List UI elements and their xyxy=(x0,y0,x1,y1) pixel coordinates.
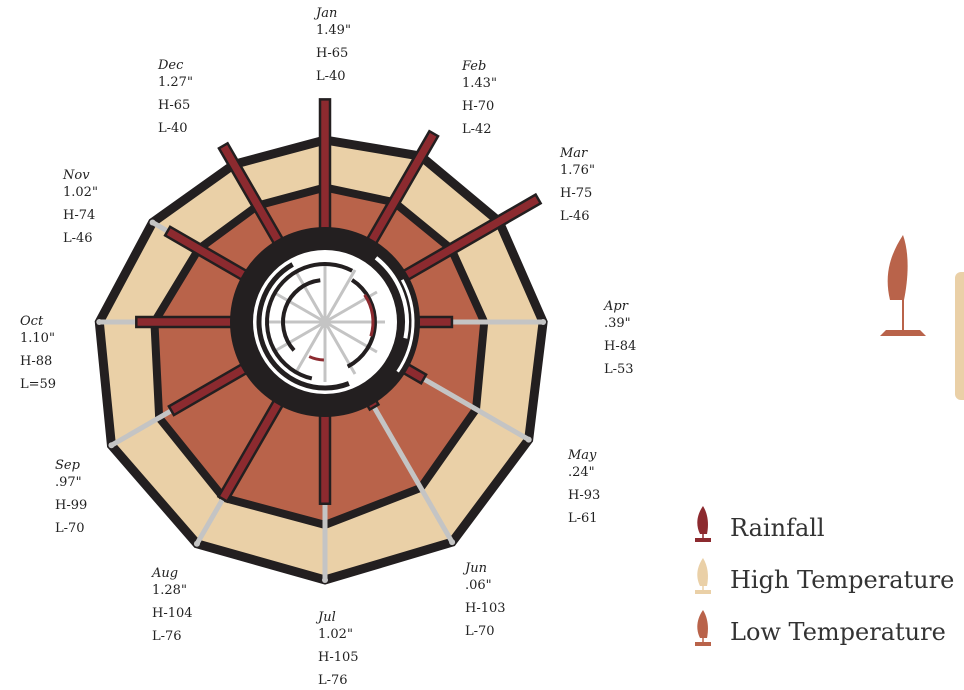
hub-arc xyxy=(265,262,354,381)
decor-base xyxy=(880,330,926,336)
low-label: L-40 xyxy=(158,121,188,136)
high-label: H-93 xyxy=(568,488,600,503)
rainfall-bar xyxy=(318,98,332,244)
legend-label: Rainfall xyxy=(730,514,825,542)
spoke-dot xyxy=(149,219,156,226)
low-label: L-42 xyxy=(462,122,492,137)
spoke-dot xyxy=(108,442,115,449)
rainfall-bar xyxy=(135,315,247,329)
plot-area xyxy=(94,98,548,585)
hub-spoke xyxy=(293,321,327,375)
month-label: Aug xyxy=(151,566,178,581)
rainfall-label: 1.43" xyxy=(462,76,497,91)
high-label: H-70 xyxy=(462,99,494,114)
decor-leaf xyxy=(887,235,908,300)
high-label: H-99 xyxy=(55,498,87,513)
rainfall-label: 1.76" xyxy=(560,163,595,178)
high-label: H-88 xyxy=(20,354,52,369)
low-label: L-76 xyxy=(318,673,348,688)
hub-arc xyxy=(256,262,350,391)
low-label: L-70 xyxy=(55,521,85,536)
legend-base xyxy=(695,590,711,594)
high-label: H-74 xyxy=(63,208,95,223)
high-label: H-105 xyxy=(318,650,359,665)
spoke-dot xyxy=(525,436,532,443)
high-label: H-65 xyxy=(316,46,348,61)
spoke-dot xyxy=(540,319,547,325)
spoke-dot xyxy=(96,319,103,325)
hub-arc xyxy=(346,278,377,369)
low-label: L=59 xyxy=(20,377,56,392)
month-label: Dec xyxy=(157,58,184,73)
spoke-dot xyxy=(322,577,328,583)
legend-label: Low Temperature xyxy=(730,618,946,646)
month-label: May xyxy=(567,448,597,463)
month-label: Apr xyxy=(603,299,629,314)
high-label: H-104 xyxy=(152,606,193,621)
month-label: Jul xyxy=(315,610,336,625)
rainfall-label: 1.27" xyxy=(158,75,193,90)
legend-base xyxy=(695,642,711,646)
low-label: L-76 xyxy=(152,629,182,644)
high-label: H-84 xyxy=(604,339,636,354)
low-label: L-61 xyxy=(568,511,598,526)
hub-arc xyxy=(374,256,409,339)
month-label: Mar xyxy=(559,146,588,161)
low-label: L-53 xyxy=(604,362,634,377)
hub-spoke xyxy=(272,320,326,354)
rainfall-bar xyxy=(318,400,332,505)
legend-base xyxy=(695,538,711,542)
hub-spoke xyxy=(293,269,327,323)
month-label: Oct xyxy=(20,314,44,329)
high-label: H-75 xyxy=(560,186,592,201)
spoke-dot xyxy=(449,539,456,546)
month-label: Sep xyxy=(55,458,81,473)
high-label: H-103 xyxy=(465,601,506,616)
hub-spoke xyxy=(323,269,357,323)
rainfall-label: .24" xyxy=(568,465,595,480)
low-label: L-40 xyxy=(316,69,346,84)
low-label: L-46 xyxy=(63,231,93,246)
high-label: H-65 xyxy=(158,98,190,113)
rainfall-label: .39" xyxy=(604,316,631,331)
spoke-dot xyxy=(193,540,200,547)
hub-arc xyxy=(281,278,321,352)
legend-label: High Temperature xyxy=(730,566,954,594)
month-label: Nov xyxy=(62,168,90,183)
month-label: Feb xyxy=(461,59,486,74)
rainfall-label: .06" xyxy=(465,578,492,593)
rainfall-label: 1.02" xyxy=(63,185,98,200)
hub-arc xyxy=(396,279,415,373)
rainfall-label: 1.28" xyxy=(152,583,187,598)
hub-spoke xyxy=(272,290,326,324)
low-label: L-46 xyxy=(560,209,590,224)
side-card xyxy=(955,272,964,400)
month-label: Jan xyxy=(313,6,337,21)
month-label: Jun xyxy=(462,561,487,576)
rainfall-label: 1.49" xyxy=(316,23,351,38)
rainfall-label: .97" xyxy=(55,475,82,490)
hub-arc xyxy=(308,355,324,362)
hub-arc xyxy=(363,294,375,337)
rainfall-label: 1.10" xyxy=(20,331,55,346)
low-label: L-70 xyxy=(465,624,495,639)
rainfall-label: 1.02" xyxy=(318,627,353,642)
